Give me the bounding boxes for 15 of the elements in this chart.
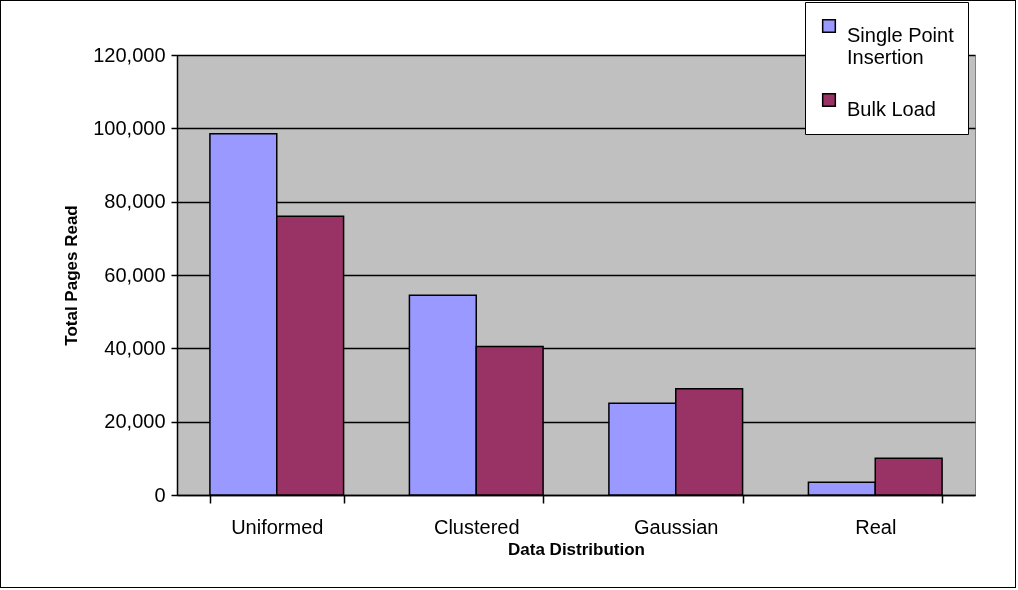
y-tick-label: 120,000 — [93, 43, 166, 66]
y-tick-label: 20,000 — [104, 410, 166, 433]
y-tick-label: 60,000 — [104, 263, 166, 286]
y-tick-label: 100,000 — [93, 116, 166, 139]
y-axis-title: Total Pages Read — [62, 205, 82, 346]
legend-label: Single Point Insertion — [847, 24, 955, 68]
x-tick-label: Gaussian — [634, 515, 719, 538]
x-tick-label: Uniformed — [231, 515, 324, 538]
y-tick-label: 80,000 — [104, 190, 166, 213]
y-tick-label: 0 — [154, 483, 166, 506]
x-tick-label: Real — [855, 515, 897, 538]
x-tick-label: Clustered — [433, 515, 520, 538]
x-axis-title: Data Distribution — [508, 539, 645, 559]
legend-label: Bulk Load — [847, 98, 936, 120]
y-tick-label: 40,000 — [104, 336, 166, 359]
